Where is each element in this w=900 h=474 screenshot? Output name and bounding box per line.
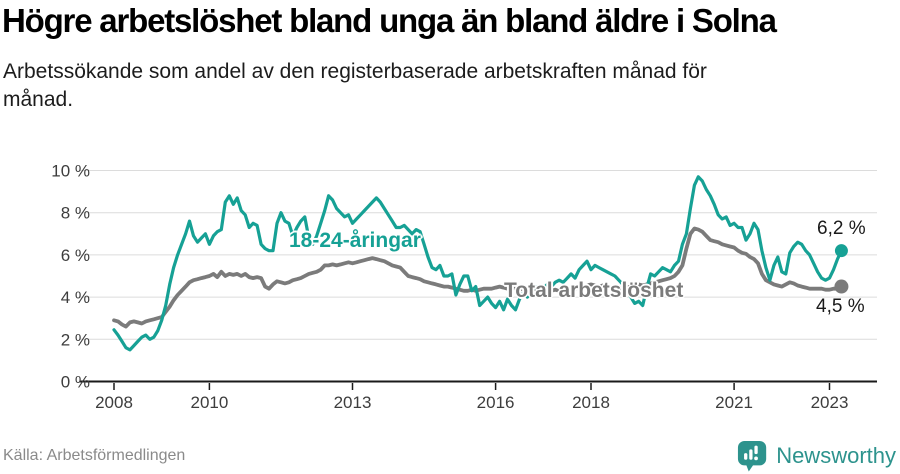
y-tick-label: 4 %	[61, 288, 90, 307]
source-credit: Källa: Arbetsförmedlingen	[3, 447, 186, 464]
end-value-label-youth: 6,2 %	[817, 218, 866, 239]
y-tick-label: 10 %	[51, 162, 90, 181]
end-dot-total	[834, 279, 849, 294]
series-line-total	[112, 226, 844, 329]
x-tick-label: 2008	[95, 393, 133, 412]
y-tick-label: 0 %	[61, 373, 90, 392]
y-tick-label: 6 %	[61, 246, 90, 265]
subtitle-line-1: Arbetssökande som andel av den registerb…	[3, 60, 707, 83]
subtitle-line-2: månad.	[3, 88, 74, 111]
logo-exclamation-dot	[754, 456, 759, 461]
logo-bar-1	[744, 453, 748, 460]
newsworthy-logo: Newsworthy	[737, 439, 896, 473]
x-tick-label: 2010	[190, 393, 228, 412]
logo-exclamation-bar	[754, 445, 758, 455]
logo-bar-2	[749, 449, 753, 460]
end-value-label-total: 4,5 %	[816, 296, 865, 317]
y-tick-label: 2 %	[61, 330, 90, 349]
x-tick-label: 2018	[572, 393, 610, 412]
series-label-total: Total arbetslöshet	[504, 279, 684, 302]
newsworthy-logo-icon	[738, 440, 767, 472]
x-tick-label: 2016	[477, 393, 515, 412]
chart-subtitle: Arbetssökande som andel av den registerb…	[3, 58, 863, 114]
end-dot-youth	[834, 244, 848, 258]
x-tick-label: 2013	[334, 393, 372, 412]
x-tick-label: 2021	[715, 393, 753, 412]
x-tick-label: 2023	[811, 393, 849, 412]
y-tick-label: 8 %	[61, 204, 90, 223]
newsworthy-logo-text: Newsworthy	[776, 443, 896, 468]
series-label-youth: 18-24-åringar	[289, 229, 421, 252]
series-line-youth	[112, 175, 844, 352]
page-title: Högre arbetslöshet bland unga än bland ä…	[2, 2, 777, 39]
